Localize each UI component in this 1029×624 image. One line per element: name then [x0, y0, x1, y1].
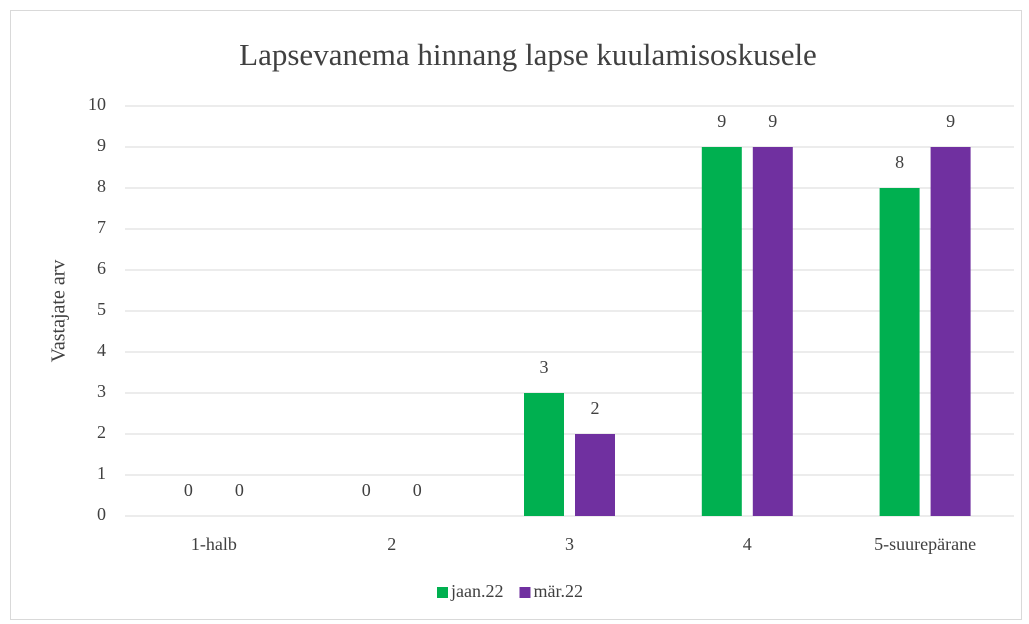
data-label: 0	[413, 480, 422, 500]
bar	[752, 147, 793, 516]
legend-label: jaan.22	[450, 581, 503, 601]
y-tick-label: 0	[97, 504, 106, 524]
bar	[879, 188, 920, 516]
x-tick-label: 5-suurepärane	[874, 534, 976, 554]
legend-label: mär.22	[533, 581, 583, 601]
y-tick-label: 7	[97, 217, 106, 237]
y-axis-label: Vastajate arv	[48, 260, 70, 363]
bar	[575, 434, 615, 516]
chart-border	[10, 10, 1022, 620]
data-label: 3	[540, 357, 549, 377]
y-tick-label: 10	[88, 94, 106, 114]
data-label: 0	[184, 480, 193, 500]
x-tick-label: 2	[387, 534, 396, 554]
y-tick-label: 9	[97, 135, 106, 155]
bar	[930, 147, 971, 516]
data-label: 9	[946, 111, 955, 131]
bar	[701, 147, 742, 516]
y-tick-label: 8	[97, 176, 106, 196]
x-tick-label: 1-halb	[191, 534, 237, 554]
y-tick-label: 4	[97, 340, 106, 360]
data-label: 9	[717, 111, 726, 131]
data-label: 9	[768, 111, 777, 131]
y-tick-label: 6	[97, 258, 106, 278]
y-tick-label: 3	[97, 381, 106, 401]
chart-title: Lapsevanema hinnang lapse kuulamisoskuse…	[239, 37, 817, 72]
x-tick-label: 4	[743, 534, 752, 554]
data-label: 0	[362, 480, 371, 500]
x-tick-label: 3	[565, 534, 574, 554]
data-label: 0	[235, 480, 244, 500]
legend-swatch	[437, 587, 448, 598]
y-tick-label: 2	[97, 422, 106, 442]
legend-swatch	[519, 587, 531, 598]
data-label: 2	[591, 398, 600, 418]
y-tick-label: 5	[97, 299, 106, 319]
data-label: 8	[895, 152, 904, 172]
y-tick-label: 1	[97, 463, 106, 483]
bar	[524, 393, 564, 516]
